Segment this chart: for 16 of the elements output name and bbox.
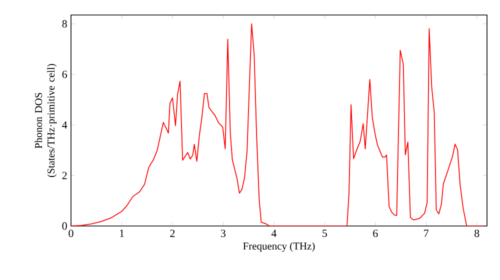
x-tick-label: 3 <box>220 230 226 238</box>
y-axis-title: Phonon DOS (States/THz·primitive cell) <box>34 64 57 177</box>
x-tick-label: 7 <box>424 230 429 237</box>
y-tick-label: 4 <box>62 121 68 129</box>
x-tick-label: 6 <box>373 230 378 238</box>
y-tick-label: 8 <box>62 20 67 28</box>
x-tick-label: 1 <box>120 230 124 237</box>
x-tick-label: 2 <box>170 230 175 237</box>
x-tick-label: 4 <box>271 230 276 237</box>
x-tick-label: 5 <box>322 230 327 237</box>
x-axis-title: Frequency (THz) <box>243 242 315 252</box>
x-tick-label: 8 <box>474 230 480 238</box>
y-tick-label: 0 <box>62 222 67 230</box>
y-tick-label: 2 <box>62 172 67 180</box>
y-tick-label: 6 <box>62 70 67 78</box>
x-tick-label: 0 <box>68 230 74 238</box>
